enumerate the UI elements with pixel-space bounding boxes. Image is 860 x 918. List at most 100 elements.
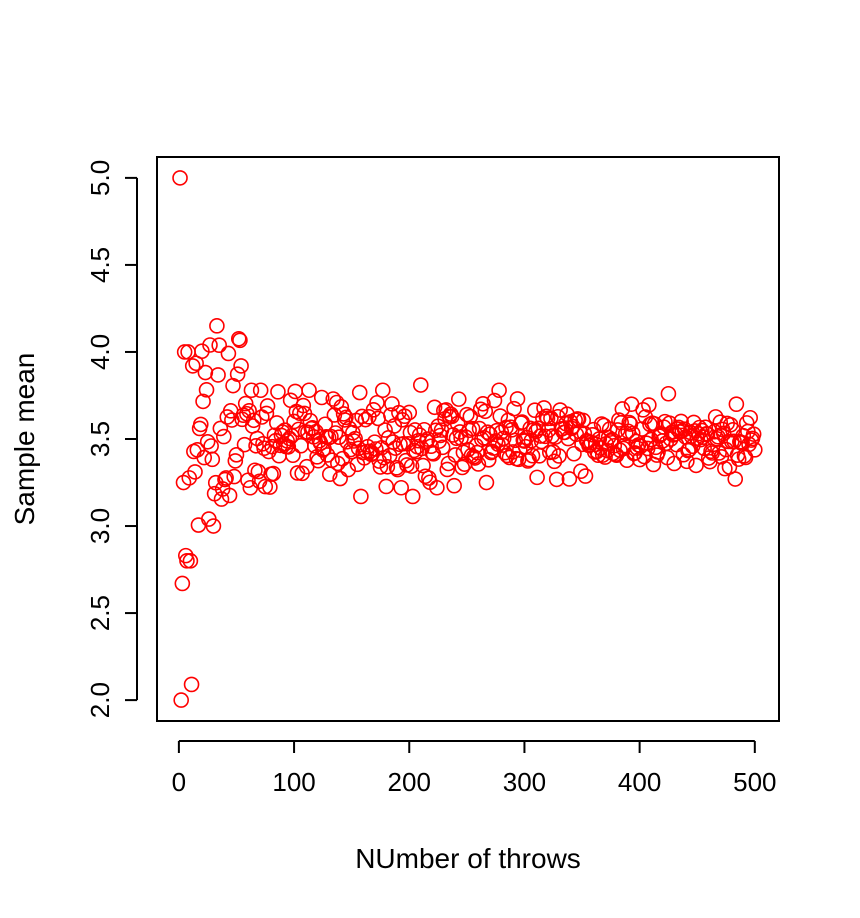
data-point [614,401,631,417]
data-point [745,426,762,442]
data-point [464,420,481,437]
data-point [368,441,384,457]
data-point [257,478,274,495]
data-point [403,458,420,474]
data-point [401,404,418,421]
data-point [292,405,308,421]
data-point [220,345,237,362]
data-point [516,433,533,449]
data-point [204,451,221,468]
data-point [696,440,712,457]
data-point [475,395,491,412]
data-point [353,488,369,505]
data-point [184,358,201,374]
data-point [374,382,391,399]
data-point [347,430,363,447]
data-point [423,438,439,455]
x-axis: 0 100 200 300 400 500 [172,740,777,797]
data-point [712,414,729,431]
data-point [265,465,282,482]
data-point [407,422,423,438]
data-point [532,428,549,444]
data-point [172,170,188,186]
data-point [217,471,233,488]
y-tick-label: 3.0 [85,508,115,544]
data-point [270,384,286,400]
data-point [338,409,354,426]
data-point [331,429,347,445]
data-point [325,391,342,407]
data-point [573,463,589,480]
data-point [182,553,199,569]
data-point [673,413,689,430]
data-point [546,453,563,470]
data-point [280,439,297,455]
data-point [449,415,466,432]
data-point [199,433,216,450]
data-point [221,487,238,504]
data-point [462,408,479,425]
data-point [202,337,218,353]
data-point [286,413,302,430]
data-point [301,382,317,399]
data-point [666,455,682,472]
data-point [313,389,330,406]
data-point [226,468,242,485]
data-point [524,447,541,464]
plot-frame [156,156,780,722]
data-point [293,437,309,454]
data-point [181,470,198,486]
data-point [728,396,745,412]
data-point [450,391,467,407]
data-point [228,447,245,463]
data-point [195,393,211,410]
x-tick-label: 500 [733,767,776,797]
y-tick-label: 4.0 [85,334,115,370]
data-point [327,425,344,441]
data-point [378,478,395,495]
data-point [173,692,189,708]
data-point [174,575,191,592]
data-point [323,428,339,445]
data-point [551,448,567,464]
data-point [287,383,304,400]
data-point [281,430,298,447]
data-point [196,449,213,466]
data-point [230,330,247,347]
data-point [177,547,194,564]
data-point [210,367,226,383]
data-point [529,469,545,486]
data-point [176,344,193,360]
data-point [711,445,727,461]
data-point [209,318,225,334]
data-point [446,477,462,494]
y-axis-title: Sample mean [9,353,40,526]
data-point [566,445,582,462]
data-point [319,447,336,463]
y-axis: 2.0 2.5 3.0 3.5 4.0 4.5 5.0 [85,160,138,718]
data-point [190,517,207,533]
data-point [561,471,578,487]
data-point [513,415,529,431]
data-point [477,403,494,420]
data-point [426,399,443,416]
data-point [197,364,214,381]
data-point [243,382,260,399]
data-point [203,438,219,454]
data-point [357,411,374,428]
data-point [192,416,209,433]
data-point [506,400,522,417]
data-point [218,470,234,486]
data-point [340,461,357,478]
data-point [232,332,248,349]
data-point [332,470,348,487]
data-point [335,406,352,422]
data-point [258,405,275,422]
data-point [603,433,619,449]
data-point [406,442,422,459]
data-point [254,409,270,425]
data-point [212,420,229,437]
data-point [727,471,744,487]
data-point [211,337,227,353]
